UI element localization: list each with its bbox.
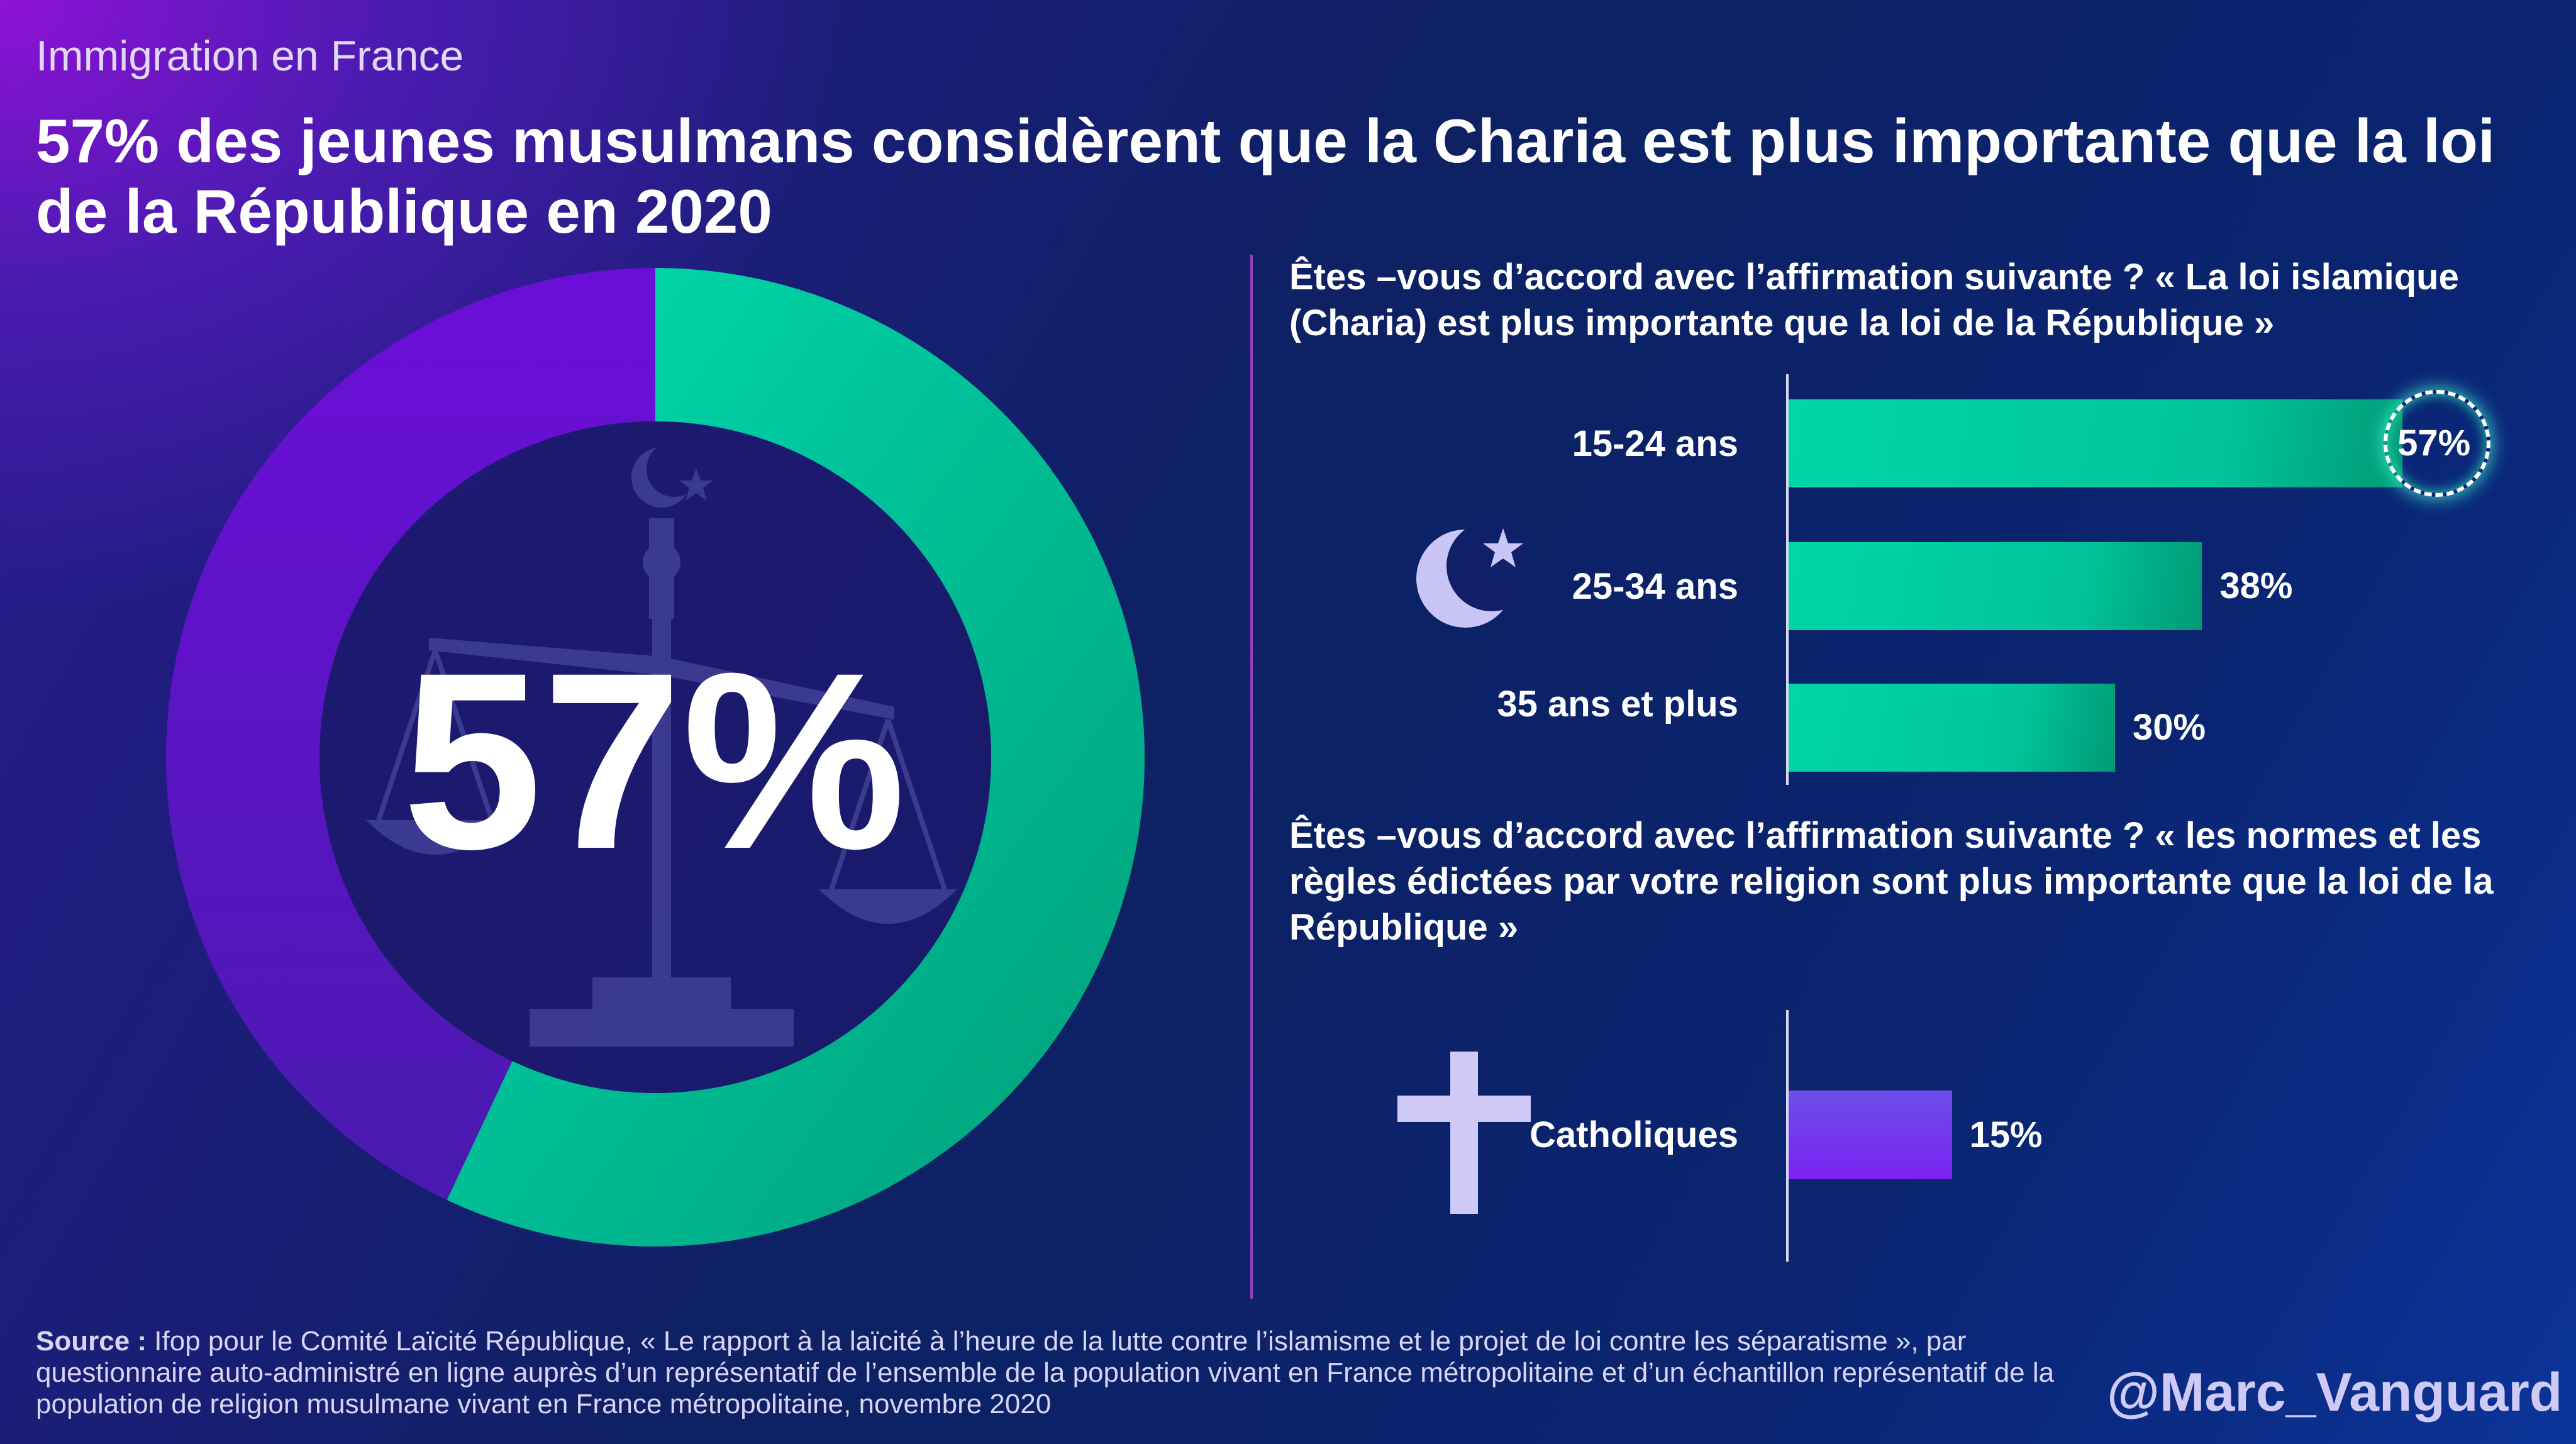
category-label: 35 ans et plus xyxy=(1497,684,1738,725)
bar xyxy=(1789,399,2403,487)
page-title: 57% des jeunes musulmans considèrent que… xyxy=(36,106,2496,246)
donut-slice-57 xyxy=(447,268,1145,1247)
source-text: Ifop pour le Comité Laïcité République, … xyxy=(36,1326,2055,1419)
cross-icon xyxy=(1397,1052,1531,1214)
data-label: 30% xyxy=(2133,707,2206,748)
author-handle: @Marc_Vanguard xyxy=(2107,1362,2563,1423)
donut-center-value: 57% xyxy=(402,620,906,901)
donut-hole xyxy=(319,421,991,1093)
kicker: Immigration en France xyxy=(36,32,464,80)
data-label: 57% xyxy=(2397,423,2471,464)
category-label: 15-24 ans xyxy=(1572,423,1738,464)
bar xyxy=(1789,1091,1952,1179)
highlight-ring xyxy=(2384,390,2491,497)
source-label: Source : xyxy=(36,1326,147,1357)
divider xyxy=(1250,255,1253,1299)
donut-chart xyxy=(166,268,1145,1247)
category-label: 25-34 ans xyxy=(1572,565,1738,607)
data-label: 38% xyxy=(2219,565,2293,606)
axis-line-1 xyxy=(1786,374,1789,785)
category-label: Catholiques xyxy=(1530,1114,1738,1155)
question-1: Êtes –vous d’accord avec l’affirmation s… xyxy=(1289,257,2459,343)
source-note: Source : Ifop pour le Comité Laïcité Rép… xyxy=(36,1326,2111,1420)
bar xyxy=(1789,542,2202,630)
crescent-star-icon xyxy=(1416,522,1528,628)
bar xyxy=(1789,684,2115,772)
data-label: 15% xyxy=(1969,1114,2043,1155)
axis-line-2 xyxy=(1786,1010,1789,1262)
question-2: Êtes –vous d’accord avec l’affirmation s… xyxy=(1289,815,2494,948)
scale-of-justice-icon xyxy=(366,442,957,1047)
